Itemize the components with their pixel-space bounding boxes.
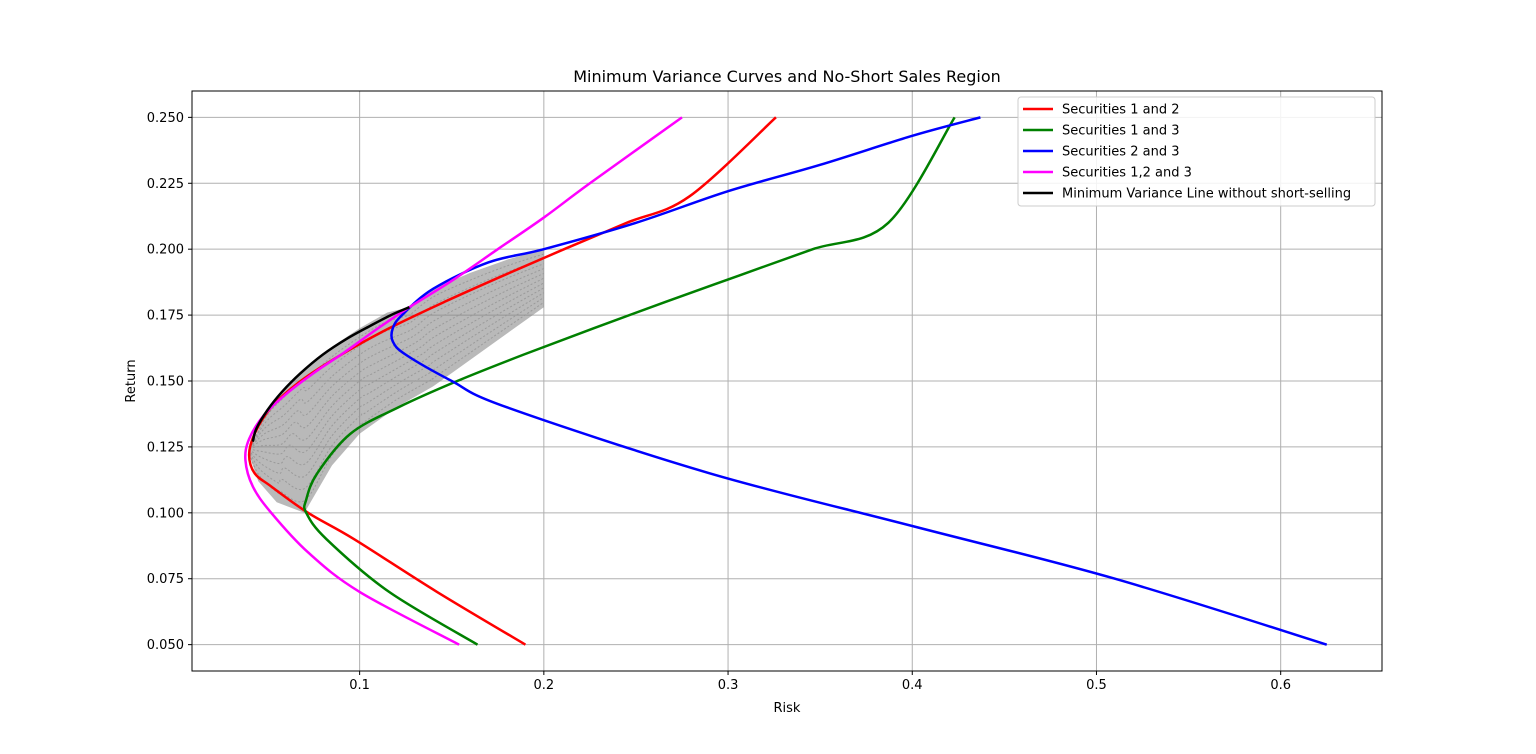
y-tick-label: 0.150 xyxy=(147,375,184,390)
series-line xyxy=(251,306,410,442)
legend: Securities 1 and 2 Securities 1 and 3 Secu… xyxy=(1017,96,1376,207)
feasible-region-fill xyxy=(249,249,544,513)
legend-label: Securities 1 and 3 xyxy=(1062,124,1179,139)
region-hatch-curve xyxy=(248,297,545,490)
region-hatch-curve xyxy=(250,268,545,448)
x-axis-ticks: 0.1 0.2 0.3 0.4 0.5 0.6 xyxy=(349,671,1291,693)
y-tick-label: 0.125 xyxy=(147,440,184,455)
grid-lines xyxy=(192,91,1382,671)
region-hatch-curve xyxy=(248,301,545,503)
region-hatch-curve xyxy=(250,253,544,446)
region-hatch-curve xyxy=(248,292,545,478)
region-hatch-curve xyxy=(249,282,545,455)
chart-title: Minimum Variance Curves and No-Short Sal… xyxy=(573,67,1001,86)
x-tick-label: 0.2 xyxy=(533,678,554,693)
series-line xyxy=(244,116,683,646)
y-axis-ticks: 0.050 0.075 0.100 0.125 0.150 0.175 0.200 0.225… xyxy=(147,111,192,653)
y-tick-label: 0.075 xyxy=(147,572,184,587)
legend-label: Securities 1 and 2 xyxy=(1062,103,1179,118)
y-tick-label: 0.250 xyxy=(147,111,184,126)
x-tick-label: 0.5 xyxy=(1086,678,1107,693)
legend-label: Securities 2 and 3 xyxy=(1062,145,1179,160)
region-hatch-curve xyxy=(250,258,545,446)
no-short-sales-region xyxy=(248,249,545,513)
x-tick-label: 0.3 xyxy=(718,678,739,693)
y-tick-label: 0.175 xyxy=(147,309,184,324)
y-tick-label: 0.050 xyxy=(147,638,184,653)
legend-label: Securities 1,2 and 3 xyxy=(1062,166,1192,181)
x-tick-label: 0.6 xyxy=(1270,678,1291,693)
legend-label: Minimum Variance Line without short-sell… xyxy=(1062,187,1351,202)
x-tick-label: 0.1 xyxy=(349,678,370,693)
series-line xyxy=(390,116,1328,646)
legend-box xyxy=(1017,96,1376,207)
series-lines xyxy=(244,116,1328,646)
y-tick-label: 0.225 xyxy=(147,177,184,192)
series-line xyxy=(302,116,956,646)
x-tick-label: 0.4 xyxy=(902,678,923,693)
y-tick-label: 0.100 xyxy=(147,506,184,521)
x-axis-label: Risk xyxy=(774,701,801,716)
y-axis-label: Return xyxy=(124,359,139,402)
region-hatch-curve xyxy=(249,287,545,466)
y-tick-label: 0.200 xyxy=(147,243,184,258)
